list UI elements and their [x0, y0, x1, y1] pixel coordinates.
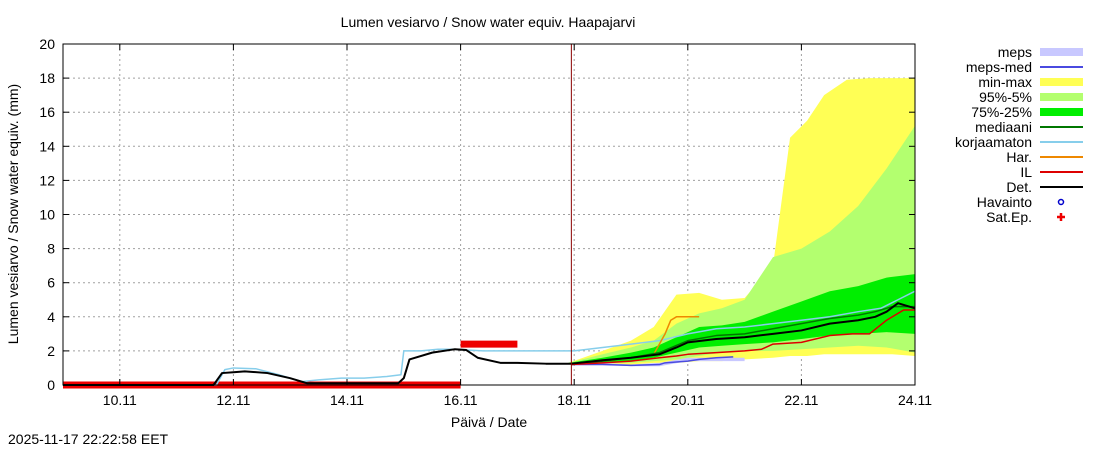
legend-label: Det. [1006, 179, 1032, 195]
legend-marker [1057, 213, 1065, 221]
x-tick-label: 10.11 [103, 392, 137, 408]
chart-title: Lumen vesiarvo / Snow water equiv. Haapa… [341, 14, 636, 30]
y-tick-label: 8 [47, 241, 55, 257]
legend-swatch [1040, 108, 1083, 116]
legend-label: min-max [978, 74, 1032, 90]
y-tick-label: 6 [47, 275, 55, 291]
legend-label: Har. [1006, 149, 1032, 165]
legend: mepsmeps-medmin-max95%-5%75%-25%mediaani… [955, 44, 1083, 225]
y-tick-label: 2 [47, 343, 55, 359]
legend-swatch [1040, 93, 1083, 101]
legend-marker [1057, 198, 1065, 206]
y-tick-label: 18 [39, 70, 55, 86]
legend-label: mediaani [975, 119, 1032, 135]
plot-area: 0 2 4 6 8 10 12 14 16 18 20 10.11 12.11 14.11 16.11 18.… [39, 36, 932, 408]
x-tick-label: 22.11 [784, 392, 818, 408]
x-tick-label: 14.11 [330, 392, 364, 408]
series-Det. [63, 302, 916, 386]
x-tick-label: 18.11 [557, 392, 591, 408]
timestamp: 2025-11-17 22:22:58 EET [8, 431, 169, 447]
x-tick-label: 24.11 [898, 392, 932, 408]
x-tick-label: 20.11 [671, 392, 705, 408]
band-75%-25% [568, 274, 915, 365]
series-IL [571, 309, 915, 366]
x-tick-label: 12.11 [216, 392, 250, 408]
legend-label: 75%-25% [971, 104, 1032, 120]
y-tick-label: 14 [39, 138, 55, 154]
legend-label: meps-med [966, 59, 1032, 75]
y-tick-label: 12 [39, 172, 55, 188]
y-tick-label: 20 [39, 36, 55, 52]
legend-label: 95%-5% [979, 89, 1032, 105]
legend-label: korjaamaton [955, 134, 1032, 150]
x-axis-label: Päivä / Date [451, 414, 527, 430]
legend-label: IL [1020, 164, 1032, 180]
series-meps-med [571, 356, 734, 367]
y-tick-label: 0 [47, 377, 55, 393]
legend-label: Havainto [977, 194, 1032, 210]
y-axis-label: Lumen vesiarvo / Snow water equiv. (mm) [5, 84, 21, 344]
y-tick-label: 16 [39, 104, 55, 120]
legend-swatch [1040, 48, 1083, 56]
y-tick-label: 4 [47, 309, 55, 325]
legend-swatch [1040, 78, 1083, 86]
x-tick-label: 16.11 [444, 392, 478, 408]
y-tick-label: 10 [39, 207, 55, 223]
legend-label: meps [998, 44, 1032, 60]
legend-label: Sat.Ep. [986, 209, 1032, 225]
